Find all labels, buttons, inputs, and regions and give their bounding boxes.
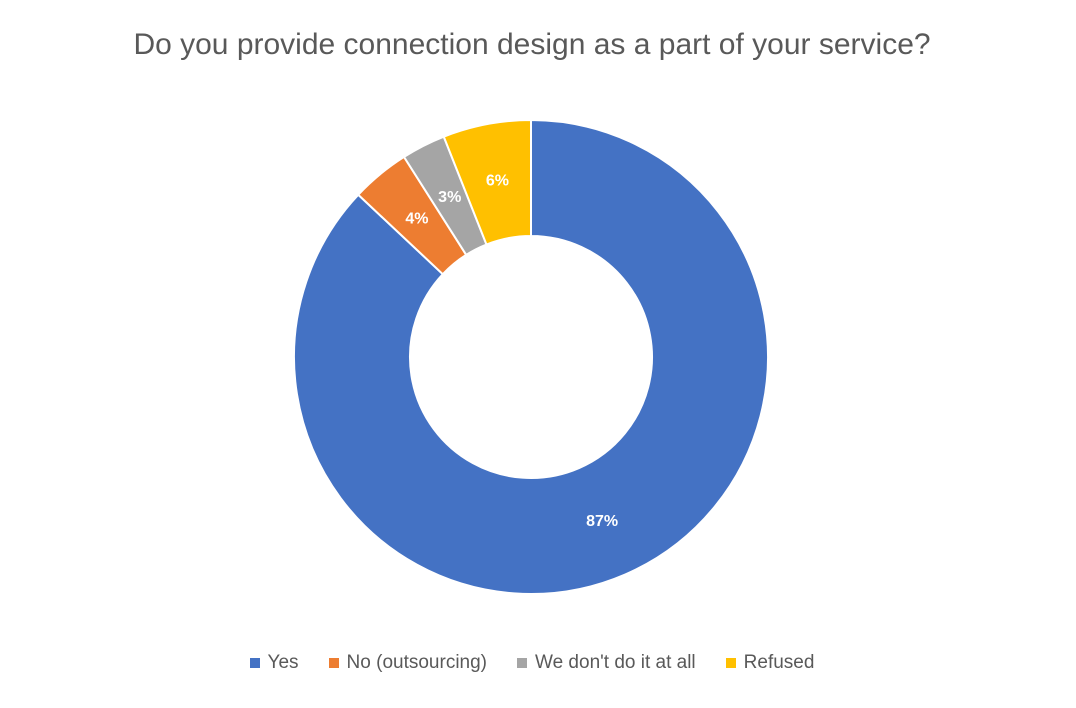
legend-swatch-no-outsourcing: [328, 658, 339, 668]
data-label-dont-do-it: 3%: [438, 189, 461, 206]
legend-item-no-outsourcing: No (outsourcing): [328, 652, 487, 674]
legend-item-yes: Yes: [249, 652, 299, 674]
donut-data-labels: 87% 4% 3% 6%: [405, 173, 618, 530]
donut-slice-refused: [442, 118, 532, 246]
data-label-yes: 87%: [586, 513, 618, 530]
legend-label-refused: Refused: [743, 652, 815, 673]
donut-slice-yes: [293, 118, 769, 595]
legend-label-yes: Yes: [267, 652, 299, 673]
legend-swatch-yes: [249, 658, 260, 668]
chart-legend: Yes No (outsourcing) We don't do it at a…: [0, 652, 1064, 674]
legend-label-dont-do-it: We don't do it at all: [535, 652, 696, 673]
legend-label-no-outsourcing: No (outsourcing): [346, 652, 487, 673]
legend-swatch-dont-do-it: [517, 658, 527, 668]
chart-title: Do you provide connection design as a pa…: [133, 28, 931, 61]
data-label-refused: 6%: [486, 173, 509, 190]
legend-item-dont-do-it: We don't do it at all: [517, 652, 696, 674]
donut-slices: [293, 118, 769, 595]
data-label-no-outsourcing: 4%: [405, 211, 428, 228]
legend-item-refused: Refused: [725, 652, 815, 674]
legend-swatch-refused: [725, 658, 736, 668]
